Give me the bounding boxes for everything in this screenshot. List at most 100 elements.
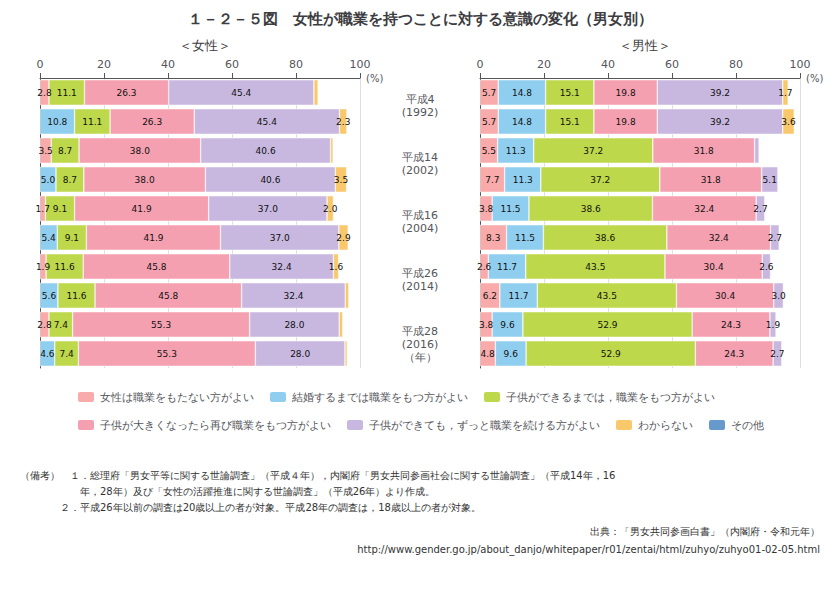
svg-text:5.0: 5.0: [41, 175, 56, 185]
svg-text:30.4: 30.4: [715, 291, 735, 301]
svg-text:80: 80: [289, 58, 303, 71]
svg-text:38.0: 38.0: [130, 146, 150, 156]
svg-text:32.4: 32.4: [694, 204, 714, 214]
svg-text:3.8: 3.8: [479, 204, 494, 214]
svg-text:5.5: 5.5: [482, 146, 496, 156]
svg-text:平成16: 平成16: [402, 209, 438, 222]
svg-text:40.6: 40.6: [256, 146, 276, 156]
svg-text:80: 80: [729, 58, 743, 71]
svg-text:その他: その他: [731, 419, 764, 432]
svg-text:0: 0: [37, 58, 44, 71]
svg-text:11.7: 11.7: [497, 262, 517, 272]
svg-text:2.8: 2.8: [37, 320, 52, 330]
svg-text:38.6: 38.6: [581, 204, 601, 214]
svg-text:31.8: 31.8: [694, 146, 714, 156]
svg-text:平成28: 平成28: [402, 325, 438, 338]
svg-text:41.9: 41.9: [132, 204, 152, 214]
svg-text:2.7: 2.7: [753, 204, 767, 214]
svg-text:8.7: 8.7: [58, 146, 72, 156]
svg-text:32.4: 32.4: [272, 262, 292, 272]
svg-text:19.8: 19.8: [616, 117, 636, 127]
svg-text:出典：「男女共同参画白書」（内閣府・令和元年）: 出典：「男女共同参画白書」（内閣府・令和元年）: [590, 526, 820, 537]
svg-text:3.5: 3.5: [38, 146, 52, 156]
svg-text:1.7: 1.7: [36, 204, 50, 214]
svg-text:45.8: 45.8: [158, 291, 178, 301]
svg-text:3.8: 3.8: [479, 320, 494, 330]
svg-text:45.4: 45.4: [257, 117, 277, 127]
svg-text:5.4: 5.4: [41, 233, 56, 243]
svg-text:4.6: 4.6: [40, 349, 55, 359]
svg-text:28.0: 28.0: [290, 349, 310, 359]
svg-text:2.8: 2.8: [37, 88, 52, 98]
svg-text:子供ができても，ずっと職業を続ける方がよい: 子供ができても，ずっと職業を続ける方がよい: [369, 419, 600, 432]
svg-text:14.8: 14.8: [512, 117, 532, 127]
svg-text:1.7: 1.7: [778, 88, 792, 98]
svg-text:19.8: 19.8: [616, 88, 636, 98]
svg-text:41.9: 41.9: [143, 233, 163, 243]
svg-text:55.3: 55.3: [151, 320, 171, 330]
svg-text:15.1: 15.1: [560, 88, 580, 98]
svg-text:3.6: 3.6: [781, 117, 796, 127]
svg-text:＜男性＞: ＜男性＞: [619, 38, 671, 53]
svg-text:11.3: 11.3: [506, 146, 526, 156]
svg-text:0: 0: [477, 58, 484, 71]
svg-text:２．平成26年以前の調査は20歳以上の者が対象。平成28年の: ２．平成26年以前の調査は20歳以上の者が対象。平成28年の調査は，18歳以上の…: [20, 502, 481, 513]
svg-text:http://www.gender.go.jp/about_: http://www.gender.go.jp/about_danjo/whit…: [357, 544, 820, 556]
svg-text:（備考） １．総理府「男女平等に関する世論調査」（平成４年）: （備考） １．総理府「男女平等に関する世論調査」（平成４年），内閣府「男女共同参…: [20, 470, 615, 481]
svg-text:2.9: 2.9: [336, 233, 351, 243]
svg-text:5.1: 5.1: [763, 175, 777, 185]
svg-text:11.6: 11.6: [55, 262, 75, 272]
svg-text:30.4: 30.4: [704, 262, 724, 272]
svg-text:24.3: 24.3: [724, 349, 744, 359]
svg-text:(%): (%): [366, 73, 383, 84]
svg-text:2.3: 2.3: [336, 117, 350, 127]
svg-text:平成14: 平成14: [402, 151, 438, 164]
svg-text:4.8: 4.8: [481, 349, 496, 359]
svg-text:11.1: 11.1: [57, 88, 77, 98]
svg-text:3.0: 3.0: [771, 291, 786, 301]
svg-text:31.8: 31.8: [701, 175, 721, 185]
svg-text:11.5: 11.5: [515, 233, 535, 243]
svg-text:37.0: 37.0: [270, 233, 290, 243]
svg-text:9.6: 9.6: [504, 349, 519, 359]
svg-text:(2016): (2016): [402, 338, 439, 351]
svg-text:100: 100: [350, 58, 371, 71]
svg-text:女性は職業をもたない方がよい: 女性は職業をもたない方がよい: [100, 391, 254, 404]
svg-text:60: 60: [225, 58, 239, 71]
svg-text:子供ができるまでは，職業をもつ方がよい: 子供ができるまでは，職業をもつ方がよい: [506, 391, 715, 404]
svg-text:7.4: 7.4: [54, 320, 69, 330]
svg-text:（年）: （年）: [404, 351, 437, 364]
svg-text:(%): (%): [806, 73, 823, 84]
svg-text:40: 40: [601, 58, 615, 71]
svg-text:2.6: 2.6: [759, 262, 774, 272]
svg-text:26.3: 26.3: [117, 88, 137, 98]
svg-text:32.4: 32.4: [283, 291, 303, 301]
svg-text:2.0: 2.0: [323, 204, 338, 214]
svg-text:7.4: 7.4: [59, 349, 74, 359]
svg-text:5.7: 5.7: [482, 117, 496, 127]
svg-text:子供が大きくなったら再び職業をもつ方がよい: 子供が大きくなったら再び職業をもつ方がよい: [100, 419, 331, 432]
svg-text:52.9: 52.9: [601, 349, 621, 359]
svg-text:11.5: 11.5: [501, 204, 521, 214]
svg-text:8.7: 8.7: [63, 175, 77, 185]
svg-text:6.2: 6.2: [483, 291, 497, 301]
svg-text:37.2: 37.2: [590, 175, 610, 185]
svg-text:10.8: 10.8: [47, 117, 67, 127]
svg-text:わからない: わからない: [638, 419, 693, 432]
svg-text:1.9: 1.9: [766, 320, 781, 330]
svg-text:(2004): (2004): [402, 222, 439, 235]
svg-text:60: 60: [665, 58, 679, 71]
svg-text:＜女性＞: ＜女性＞: [179, 38, 231, 53]
svg-text:平成26: 平成26: [402, 267, 438, 280]
svg-text:45.8: 45.8: [146, 262, 166, 272]
svg-text:(2014): (2014): [402, 280, 439, 293]
svg-text:11.6: 11.6: [66, 291, 86, 301]
svg-text:7.7: 7.7: [485, 175, 499, 185]
svg-text:11.3: 11.3: [513, 175, 533, 185]
svg-text:2.6: 2.6: [477, 262, 492, 272]
svg-text:40.6: 40.6: [260, 175, 280, 185]
svg-text:55.3: 55.3: [157, 349, 177, 359]
svg-text:100: 100: [790, 58, 811, 71]
svg-text:1.6: 1.6: [329, 262, 344, 272]
svg-text:１－２－５図 女性が職業を持つことに対する意識の変化（男女別: １－２－５図 女性が職業を持つことに対する意識の変化（男女別）: [188, 10, 653, 28]
